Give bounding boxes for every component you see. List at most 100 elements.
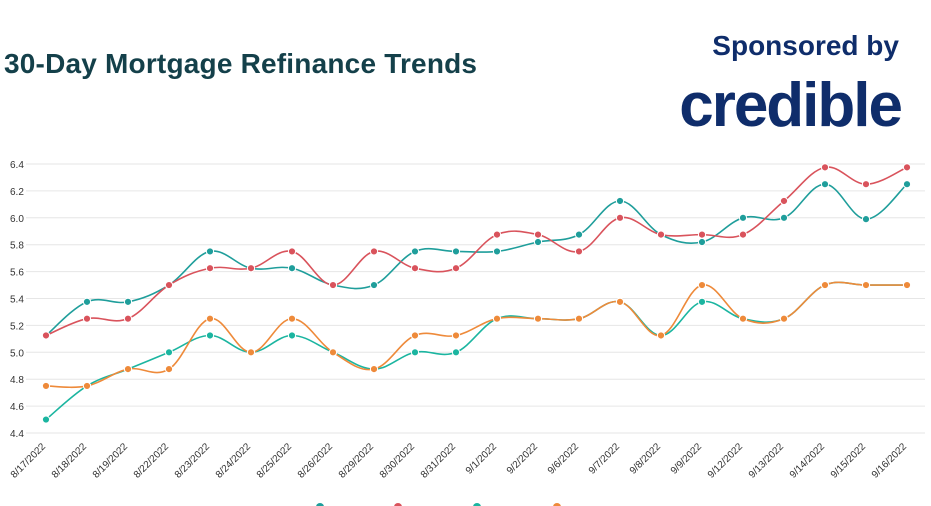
series-2-point[interactable] — [410, 264, 420, 273]
grid-lines — [26, 163, 925, 434]
series-4-point[interactable] — [205, 314, 215, 323]
series-1-point[interactable] — [779, 213, 789, 222]
y-tick-label: 5.2 — [10, 321, 24, 332]
series-4-point[interactable] — [902, 280, 912, 290]
y-tick-label: 4.4 — [10, 429, 24, 440]
series-1-point[interactable] — [697, 237, 707, 247]
series-3-point[interactable] — [164, 348, 174, 357]
series-2-line — [45, 166, 908, 337]
y-axis-ticks: 4.4 4.6 4.8 5.0 5.2 5.4 5.6 5.8 6.0 6.2 6.4 — [10, 160, 24, 440]
series-2-point[interactable] — [861, 180, 871, 189]
x-tick-label: 9/1/2022 — [464, 441, 500, 477]
series-1-point[interactable] — [902, 180, 912, 189]
y-tick-label: 5.8 — [10, 241, 24, 252]
series-4-point[interactable] — [410, 331, 420, 340]
series-2-point[interactable] — [287, 247, 297, 256]
x-tick-label: 8/19/2022 — [91, 441, 131, 481]
series-3-point[interactable] — [287, 331, 297, 340]
page-title: 30-Day Mortgage Refinance Trends — [4, 48, 478, 79]
series-4-point[interactable] — [820, 280, 830, 290]
series-2-point[interactable] — [164, 280, 174, 290]
legend-marker-3[interactable] — [473, 503, 481, 506]
legend-marker-1[interactable] — [316, 503, 324, 506]
legend — [316, 503, 561, 506]
series-1-point[interactable] — [738, 213, 748, 222]
series-2-point[interactable] — [41, 331, 51, 340]
legend-marker-2[interactable] — [394, 503, 402, 506]
series-4-point[interactable] — [451, 331, 461, 340]
series-1-point[interactable] — [574, 230, 584, 239]
legend-marker-4[interactable] — [553, 503, 561, 506]
series-1-point[interactable] — [492, 247, 502, 256]
x-tick-label: 9/8/2022 — [628, 441, 664, 477]
series-2-point[interactable] — [615, 213, 625, 222]
series-3-point[interactable] — [451, 348, 461, 357]
series-4-point[interactable] — [287, 314, 297, 323]
series-1-point[interactable] — [369, 280, 379, 290]
sponsor-logo[interactable]: credible — [679, 71, 903, 140]
series-3-point[interactable] — [205, 331, 215, 340]
y-tick-label: 5.0 — [10, 348, 24, 359]
series-1-point[interactable] — [820, 180, 830, 189]
series-4-point[interactable] — [41, 381, 51, 391]
x-tick-label: 9/15/2022 — [829, 441, 869, 481]
series-2-point[interactable] — [451, 264, 461, 273]
series-4-point[interactable] — [861, 280, 871, 290]
series-2-point[interactable] — [697, 230, 707, 239]
series-1-point[interactable] — [82, 297, 92, 306]
series-4-point[interactable] — [492, 314, 502, 323]
series-2-point[interactable] — [369, 247, 379, 256]
series-1-point[interactable] — [123, 297, 133, 306]
y-tick-label: 5.4 — [10, 295, 24, 306]
series-4-point[interactable] — [656, 331, 666, 340]
series-2-point[interactable] — [574, 247, 584, 256]
y-tick-label: 4.8 — [10, 375, 24, 386]
series-4-point[interactable] — [615, 297, 625, 306]
x-tick-label: 9/16/2022 — [870, 441, 910, 481]
series-4-point[interactable] — [82, 381, 92, 391]
x-tick-label: 8/25/2022 — [255, 441, 295, 481]
series-2-point[interactable] — [533, 230, 543, 239]
x-tick-label: 8/24/2022 — [214, 441, 254, 481]
series-2-point[interactable] — [328, 280, 338, 290]
y-tick-label: 6.2 — [10, 187, 24, 198]
series-1-point[interactable] — [861, 215, 871, 224]
series-4-point[interactable] — [369, 365, 379, 374]
series-points — [41, 163, 912, 424]
x-tick-label: 8/31/2022 — [419, 441, 459, 481]
series-1-point[interactable] — [410, 247, 420, 256]
series-4-point[interactable] — [738, 314, 748, 323]
x-tick-label: 9/13/2022 — [747, 441, 787, 481]
series-2-point[interactable] — [656, 230, 666, 239]
series-4-point[interactable] — [164, 365, 174, 374]
series-4-point[interactable] — [328, 348, 338, 357]
series-1-point[interactable] — [287, 264, 297, 273]
series-2-point[interactable] — [738, 230, 748, 239]
series-4-point[interactable] — [779, 314, 789, 323]
series-4-point[interactable] — [533, 314, 543, 323]
series-1-point[interactable] — [205, 247, 215, 256]
series-1-point[interactable] — [451, 247, 461, 256]
series-3-point[interactable] — [697, 297, 707, 306]
series-2-point[interactable] — [82, 314, 92, 323]
series-2-point[interactable] — [820, 163, 830, 172]
series-3-point[interactable] — [41, 415, 51, 424]
x-tick-label: 8/18/2022 — [50, 441, 90, 481]
series-4-point[interactable] — [574, 314, 584, 323]
series-2-point[interactable] — [492, 230, 502, 239]
series-1-point[interactable] — [533, 237, 543, 247]
y-tick-label: 5.6 — [10, 268, 24, 279]
series-2-point[interactable] — [205, 264, 215, 273]
series-1-line — [45, 183, 908, 337]
series-2-point[interactable] — [902, 163, 912, 172]
x-tick-label: 8/26/2022 — [296, 441, 336, 481]
series-4-point[interactable] — [123, 365, 133, 374]
series-3-point[interactable] — [410, 348, 420, 357]
x-axis-ticks: 8/17/2022 8/18/2022 8/19/2022 8/22/2022 8/23… — [9, 441, 910, 481]
series-4-point[interactable] — [246, 348, 256, 357]
series-1-point[interactable] — [615, 196, 625, 206]
series-2-point[interactable] — [246, 264, 256, 273]
series-4-point[interactable] — [697, 280, 707, 290]
series-2-point[interactable] — [779, 196, 789, 206]
series-2-point[interactable] — [123, 314, 133, 323]
